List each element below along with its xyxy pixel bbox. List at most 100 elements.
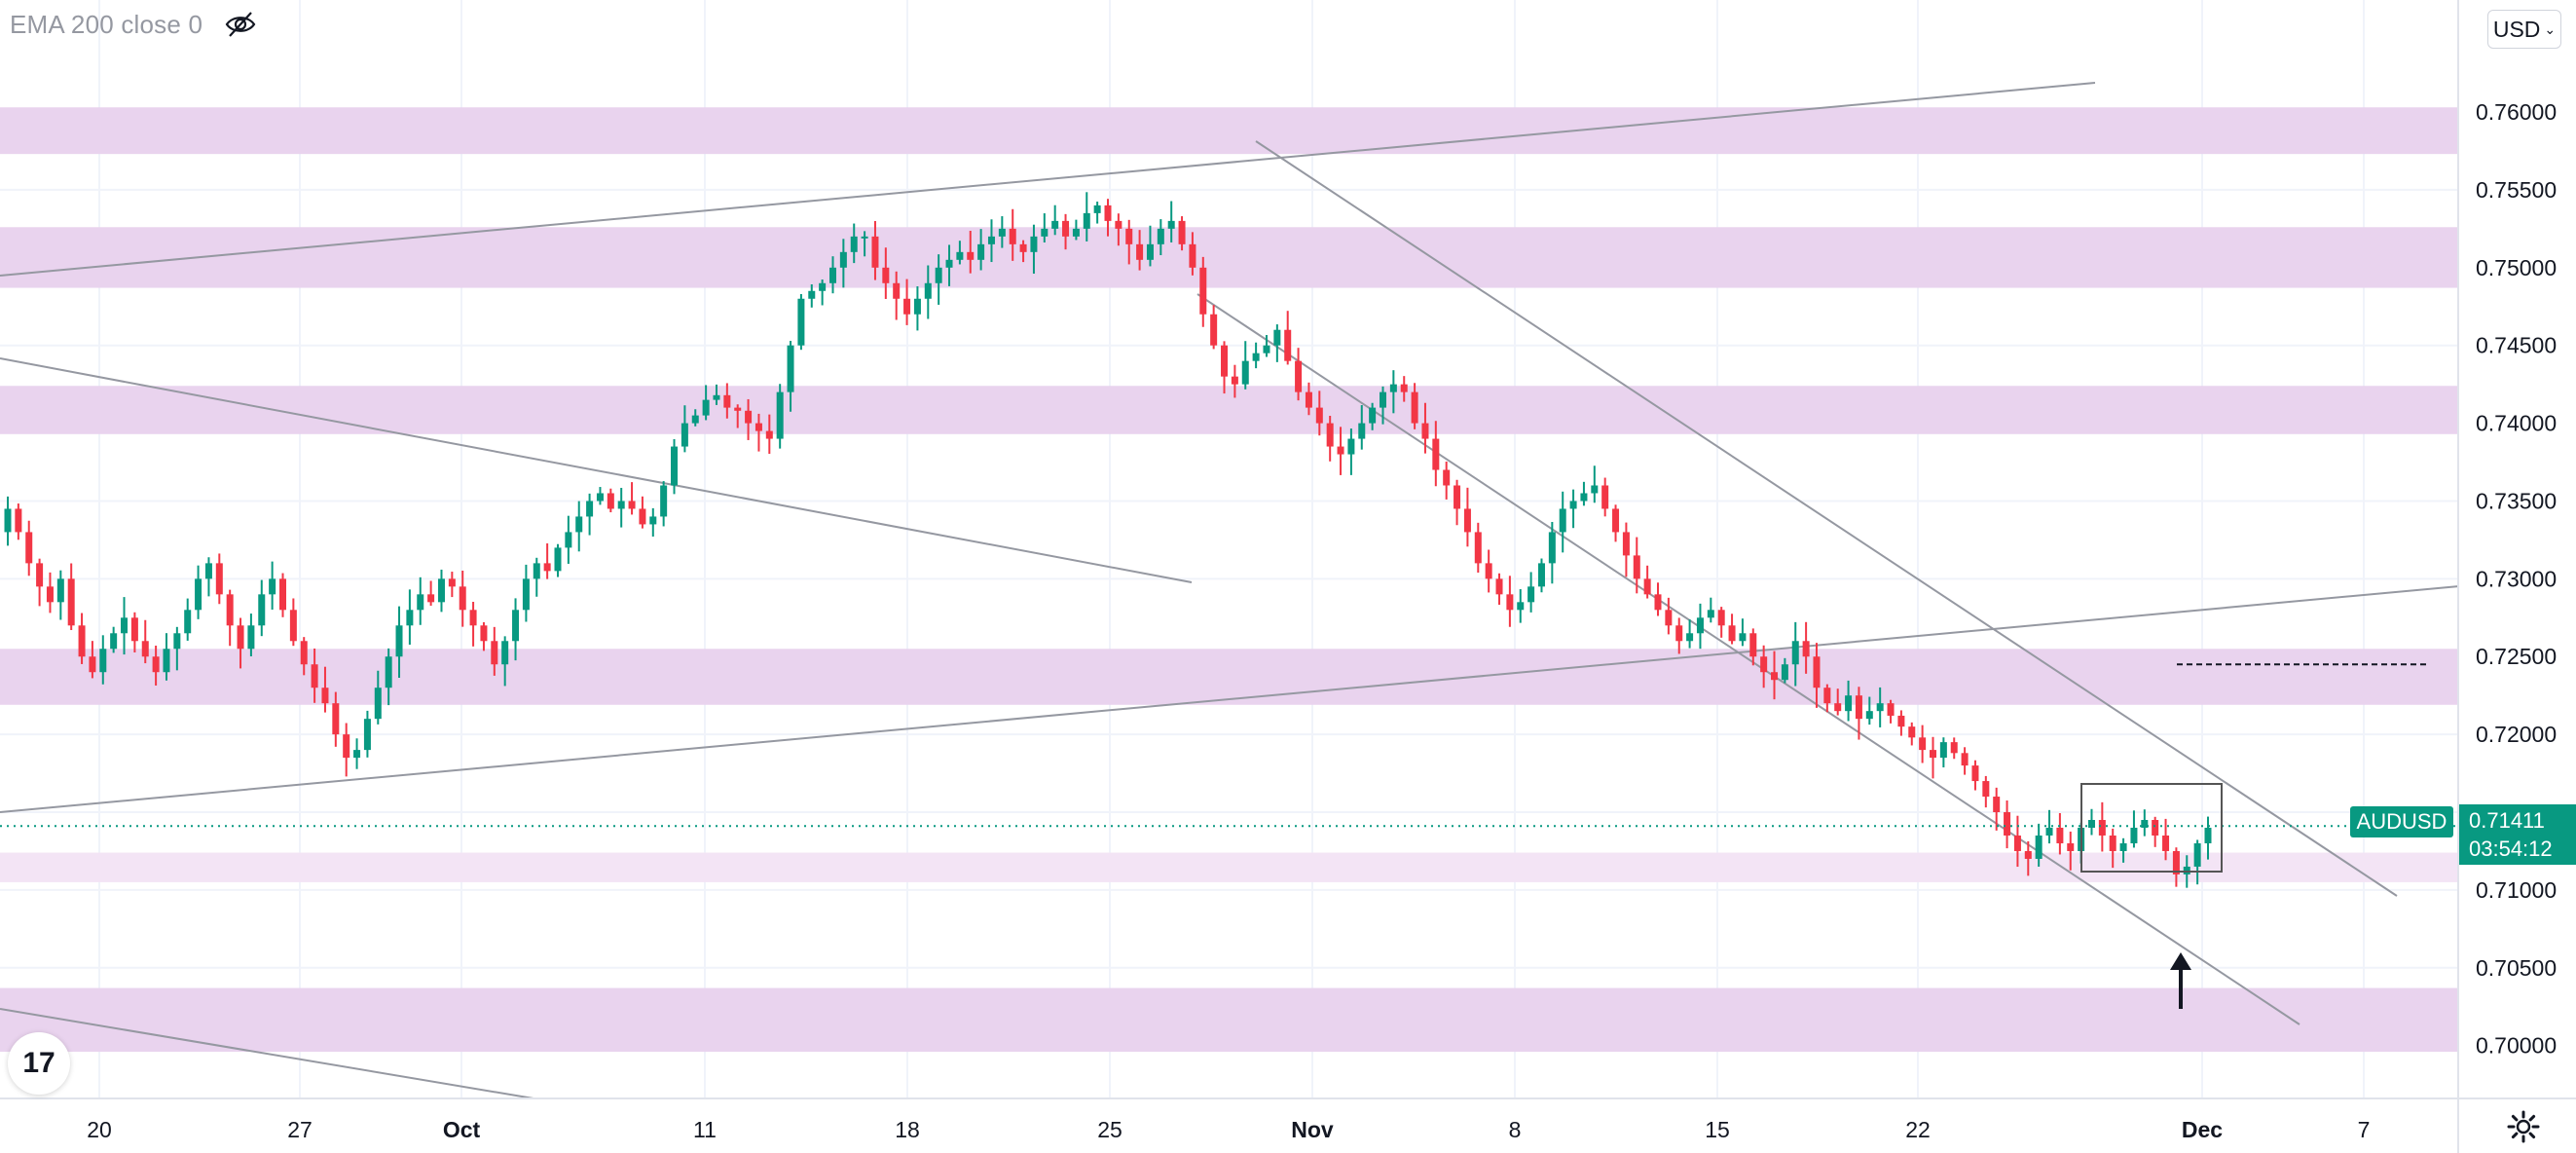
y-tick-label: 0.72500 [2476, 644, 2557, 669]
candle [363, 710, 371, 758]
eye-crossed-icon[interactable] [224, 8, 257, 41]
candle-body [1400, 384, 1408, 392]
x-tick-label: 22 [1905, 1117, 1931, 1142]
candle-body [269, 578, 276, 595]
candle-body [839, 251, 847, 268]
candle [1305, 382, 1312, 416]
candle-body [56, 578, 64, 603]
candle-body [332, 703, 340, 735]
candle-body [1167, 220, 1175, 229]
x-tick-label: 15 [1705, 1117, 1730, 1142]
candle-body [2130, 827, 2138, 843]
candle [776, 384, 784, 449]
bar-countdown: 03:54:12 [2469, 837, 2553, 861]
tradingview-logo[interactable]: 17 [8, 1032, 70, 1095]
candle-body [2172, 850, 2180, 874]
support-resistance-zones [0, 107, 2458, 1053]
y-tick-label: 0.75500 [2476, 177, 2557, 203]
candle [1273, 324, 1281, 362]
candle [247, 614, 255, 656]
candle-body [1686, 633, 1694, 642]
candle [2098, 801, 2106, 852]
candle [141, 619, 149, 664]
candle [1834, 688, 1842, 716]
candle [1919, 725, 1927, 763]
candle [893, 271, 901, 320]
candle [184, 598, 192, 641]
candle-body [607, 493, 614, 509]
candle-body [998, 228, 1006, 237]
candle-body [1093, 205, 1101, 213]
candle-body [1199, 267, 1207, 315]
candle [1813, 643, 1821, 708]
candle [1072, 219, 1080, 241]
candle [839, 239, 847, 288]
candle [385, 648, 392, 706]
candle [1199, 256, 1207, 327]
candle-body [89, 656, 96, 673]
candle-body [723, 394, 731, 408]
candle [1982, 775, 1990, 808]
candle [1421, 402, 1429, 454]
candle [1009, 208, 1016, 261]
currency-dropdown[interactable]: USD ⌄ [2487, 10, 2561, 49]
candle [1643, 565, 1651, 599]
candle-body [247, 625, 255, 650]
candle [78, 613, 86, 664]
candle-body [977, 243, 985, 260]
candle-body [554, 547, 562, 572]
candle-body [1072, 228, 1080, 237]
candle [1051, 205, 1059, 236]
candle [2193, 839, 2201, 885]
candle-body [1485, 563, 1492, 579]
candle-body [1411, 391, 1418, 424]
candle-body [1305, 391, 1312, 408]
candle-body [406, 610, 414, 626]
candle [437, 569, 445, 613]
candle [1855, 687, 1862, 740]
candle-body [195, 578, 202, 611]
trendline [0, 357, 1193, 583]
candle [1358, 404, 1366, 450]
candle-body [575, 516, 583, 533]
candle [1030, 224, 1038, 275]
candle-body [237, 625, 244, 650]
candle-body [1771, 672, 1779, 681]
gear-icon[interactable] [2505, 1108, 2542, 1145]
candle [36, 558, 44, 607]
candle-body [1760, 656, 1768, 673]
candle [1083, 192, 1090, 242]
candle-body [1612, 508, 1620, 533]
candle [512, 598, 520, 661]
candle-body [1865, 711, 1873, 720]
candle [1771, 651, 1779, 700]
candle [543, 543, 551, 579]
candle-body [861, 236, 868, 239]
candle-body [1548, 532, 1556, 564]
candle-body [1178, 220, 1186, 244]
candle-body [99, 649, 107, 673]
candle [1474, 522, 1482, 574]
candle-body [1950, 742, 1958, 754]
candle [1865, 696, 1873, 725]
candle [861, 231, 868, 257]
candle [1739, 618, 1747, 647]
candle [152, 646, 160, 686]
candle-body [819, 282, 827, 291]
currency-label: USD [2492, 16, 2541, 42]
candle [1548, 521, 1556, 584]
candle [1389, 370, 1397, 414]
candle-body [1707, 610, 1714, 618]
candle [734, 404, 742, 428]
candle [617, 487, 625, 528]
y-tick-label: 0.72000 [2476, 722, 2557, 747]
candle [1231, 364, 1238, 398]
candle-body [363, 719, 371, 751]
candle [1295, 348, 1303, 401]
candle-body [1876, 703, 1884, 712]
up-arrow-head [2170, 952, 2191, 970]
trendline [0, 585, 2460, 813]
candle [1633, 537, 1640, 594]
candle [1380, 386, 1386, 425]
